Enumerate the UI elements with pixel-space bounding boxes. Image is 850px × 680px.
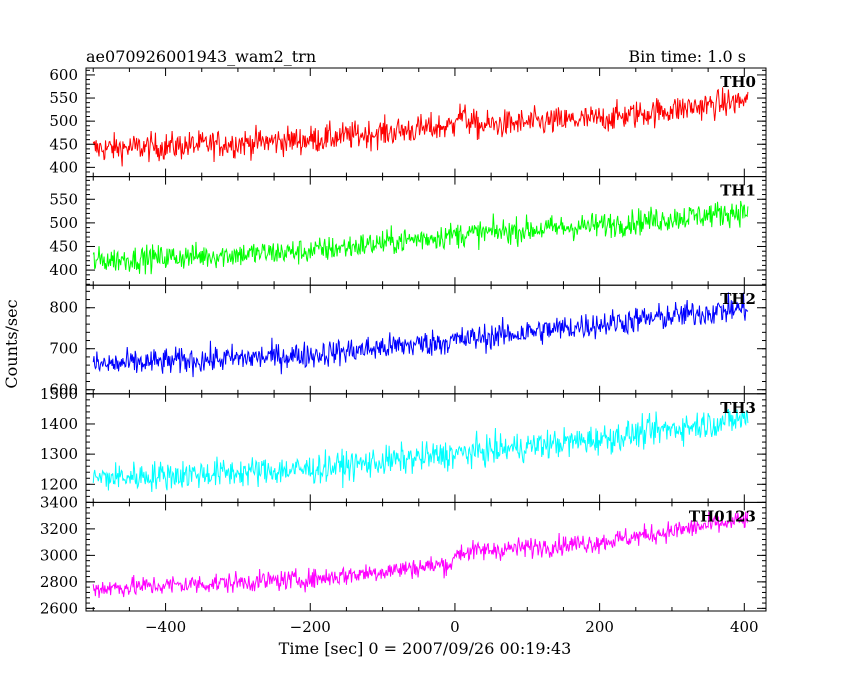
y-tick-label: 1300	[40, 445, 78, 463]
y-tick-label: 800	[49, 299, 78, 317]
x-axis-label: Time [sec] 0 = 2007/09/26 00:19:43	[279, 639, 572, 658]
y-tick-label: 3400	[40, 493, 78, 511]
panels-group: 400 450 500 550 600 TH0 400 450 500 550 TH1 600 700 8…	[40, 66, 767, 617]
x-tick-label: 200	[585, 618, 614, 636]
bin-time-label: Bin time: 1.0 s	[628, 47, 746, 66]
y-tick-label: 1500	[40, 385, 78, 403]
y-tick-label: 700	[49, 340, 78, 358]
x-axis: −400 −200 0 200 400	[145, 618, 759, 636]
y-tick-label: 2800	[40, 573, 78, 591]
y-axis-label: Counts/sec	[2, 299, 21, 388]
panel-th0123: 2600 2800 3000 3200 3400 TH0123	[40, 493, 767, 617]
y-tick-label: 3200	[40, 520, 78, 538]
y-tick-label: 600	[49, 66, 78, 84]
y-tick-label: 500	[49, 214, 78, 232]
panel-label-th1: TH1	[720, 182, 756, 200]
y-tick-label: 500	[49, 112, 78, 130]
x-tick-label: 400	[730, 618, 759, 636]
x-tick-label: 0	[450, 618, 460, 636]
y-tick-label: 550	[49, 190, 78, 208]
y-tick-label: 1400	[40, 415, 78, 433]
chart-title: ae070926001943_wam2_trn	[86, 47, 316, 66]
panel-th2: 600 700 800 TH2	[49, 284, 767, 399]
series-line-th1	[92, 200, 749, 275]
panel-label-th0: TH0	[720, 73, 756, 91]
panel-label-th3: TH3	[720, 399, 756, 417]
x-tick-label: −400	[145, 618, 186, 636]
y-tick-label: 450	[49, 237, 78, 255]
series-line-th0	[92, 87, 749, 167]
y-tick-label: 450	[49, 135, 78, 153]
y-tick-label: 3000	[40, 546, 78, 564]
panel-th0: 400 450 500 550 600 TH0	[49, 66, 767, 178]
y-tick-label: 600	[49, 381, 78, 399]
panel-label-th2: TH2	[720, 290, 756, 308]
panel-frame	[85, 176, 767, 286]
series-line-th3	[92, 408, 749, 492]
panel-th3: 1200 1300 1400 1500 TH3	[40, 385, 767, 503]
x-tick-label: −200	[290, 618, 331, 636]
y-tick-label: 550	[49, 89, 78, 107]
y-tick-label: 400	[49, 261, 78, 279]
panel-label-th0123: TH0123	[689, 507, 756, 525]
y-tick-label: 400	[49, 158, 78, 176]
series-line-th0123	[92, 510, 749, 599]
y-tick-label: 2600	[40, 599, 78, 617]
y-tick-label: 1200	[40, 475, 78, 493]
panel-frame	[85, 501, 767, 612]
panel-th1: 400 450 500 550 TH1	[49, 176, 767, 286]
series-line-th2	[92, 292, 749, 378]
